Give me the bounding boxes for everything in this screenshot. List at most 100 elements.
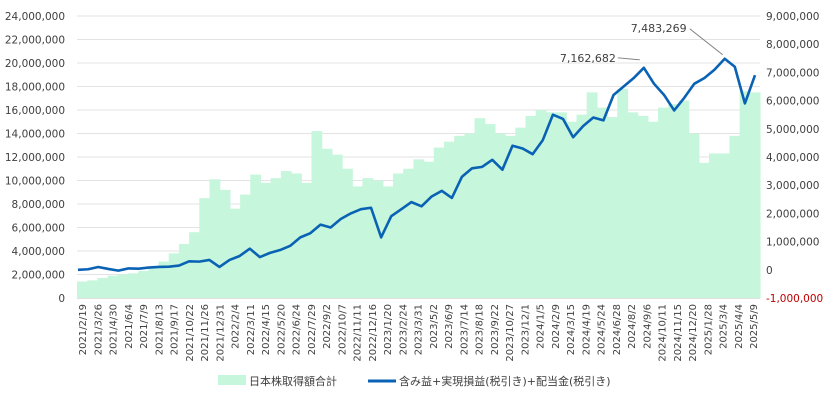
area-bar bbox=[77, 281, 88, 298]
left-axis-ticks: 24,000,000 22,000,000 20,000,000 18,000,000… bbox=[5, 11, 65, 305]
y-left-tick-label: 6,000,000 bbox=[12, 223, 65, 235]
area-bar bbox=[362, 178, 374, 298]
area-bar bbox=[393, 173, 404, 298]
area-bar bbox=[515, 127, 527, 298]
x-tick-label: 2022/11/11 bbox=[353, 304, 364, 362]
x-tick-label: 2023/5/2 bbox=[429, 304, 440, 349]
x-tick-label: 2021/8/13 bbox=[154, 304, 165, 355]
area-bar bbox=[566, 121, 578, 298]
area-bar bbox=[474, 118, 486, 298]
area-bar bbox=[291, 173, 302, 298]
area-bar bbox=[749, 92, 761, 298]
legend-label-line: 含み益+実現損益(税引き)+配当金(税引き) bbox=[399, 374, 611, 388]
x-tick-label: 2023/10/27 bbox=[505, 304, 516, 362]
area-bar bbox=[260, 182, 272, 298]
y-right-tick-label: 7,000,000 bbox=[766, 67, 819, 79]
area-bar bbox=[668, 104, 680, 298]
x-tick-label: 2022/9/2 bbox=[322, 304, 333, 349]
area-bar bbox=[270, 178, 282, 298]
x-tick-label: 2022/12/16 bbox=[368, 304, 379, 362]
legend: 日本株取得額合計 含み益+実現損益(税引き)+配当金(税引き) bbox=[218, 374, 611, 388]
area-bar bbox=[494, 133, 506, 298]
y-right-tick-label: 3,000,000 bbox=[766, 180, 819, 192]
area-bar bbox=[545, 112, 557, 298]
x-tick-label: 2024/5/24 bbox=[597, 304, 608, 355]
x-tick-label: 2024/8/2 bbox=[627, 304, 638, 349]
area-bar bbox=[250, 174, 262, 298]
area-bar bbox=[464, 133, 476, 298]
area-bar bbox=[107, 275, 119, 298]
area-bar bbox=[647, 121, 659, 298]
x-tick-label: 2024/1/5 bbox=[536, 304, 547, 349]
area-bar bbox=[199, 198, 211, 298]
y-left-tick-label: 14,000,000 bbox=[5, 129, 65, 141]
area-bar bbox=[148, 267, 160, 298]
x-tick-label: 2024/6/28 bbox=[612, 304, 623, 355]
y-left-tick-label: 24,000,000 bbox=[5, 11, 65, 23]
x-tick-label: 2023/8/18 bbox=[475, 304, 486, 355]
profit-line-series bbox=[77, 57, 757, 272]
y-right-tick-label: 8,000,000 bbox=[766, 39, 819, 51]
area-bar bbox=[729, 135, 741, 298]
x-tick-label: 2021/12/31 bbox=[215, 304, 226, 362]
x-axis-ticks: 2021/2/19 2021/3/26 2021/4/30 2021/6/4 2021/… bbox=[78, 304, 760, 362]
annotations: 7,162,682 7,483,269 bbox=[560, 22, 723, 65]
area-bar bbox=[658, 107, 669, 299]
x-tick-label: 2024/4/19 bbox=[581, 304, 592, 355]
x-tick-label: 2021/2/19 bbox=[78, 304, 89, 355]
area-bar bbox=[342, 168, 353, 298]
area-bar bbox=[698, 162, 710, 298]
x-tick-label: 2023/3/31 bbox=[414, 304, 425, 355]
area-bar bbox=[178, 243, 190, 298]
x-tick-label: 2023/1/20 bbox=[383, 304, 394, 355]
area-bar bbox=[138, 270, 149, 298]
x-tick-label: 2023/9/22 bbox=[490, 304, 501, 355]
x-tick-label: 2024/3/15 bbox=[566, 304, 577, 355]
x-tick-label: 2023/7/14 bbox=[459, 304, 470, 355]
area-bar bbox=[331, 154, 343, 298]
x-tick-label: 2024/12/20 bbox=[688, 304, 699, 362]
x-tick-label: 2022/10/7 bbox=[337, 304, 348, 355]
area-bar bbox=[189, 232, 200, 298]
area-bar bbox=[158, 261, 170, 298]
y-left-tick-label: 8,000,000 bbox=[12, 199, 65, 211]
x-tick-label: 2025/5/9 bbox=[749, 304, 760, 349]
area-bar bbox=[127, 273, 139, 298]
x-tick-label: 2021/7/9 bbox=[139, 304, 150, 349]
y-left-tick-label: 0 bbox=[58, 293, 65, 305]
x-tick-label: 2025/4/4 bbox=[734, 304, 745, 349]
legend-swatch-area bbox=[218, 375, 246, 385]
area-bar bbox=[637, 115, 649, 298]
area-bar bbox=[709, 153, 720, 298]
area-bar bbox=[321, 148, 333, 298]
area-bar bbox=[413, 159, 425, 298]
area-bar bbox=[607, 117, 618, 298]
x-tick-label: 2022/7/29 bbox=[307, 304, 318, 355]
acquisition-area-series bbox=[77, 88, 761, 299]
area-bar bbox=[97, 278, 109, 298]
area-bar bbox=[372, 180, 384, 298]
x-tick-label: 2021/3/26 bbox=[93, 304, 104, 355]
area-bar bbox=[403, 168, 415, 298]
y-right-tick-label: 5,000,000 bbox=[766, 124, 819, 136]
x-tick-label: 2021/4/30 bbox=[109, 304, 120, 355]
profit-line bbox=[77, 57, 757, 272]
x-tick-label: 2024/10/11 bbox=[658, 304, 669, 362]
x-tick-label: 2021/9/17 bbox=[170, 304, 181, 355]
area-bar bbox=[535, 110, 547, 298]
area-bar bbox=[443, 141, 455, 298]
y-right-tick-label: 4,000,000 bbox=[766, 152, 819, 164]
area-bar bbox=[739, 91, 751, 298]
y-right-tick-label: 0 bbox=[766, 265, 773, 277]
y-left-tick-label: 18,000,000 bbox=[5, 82, 65, 94]
y-left-tick-label: 12,000,000 bbox=[5, 152, 65, 164]
area-bar bbox=[576, 114, 588, 298]
area-bar bbox=[505, 135, 516, 298]
x-tick-label: 2023/12/1 bbox=[520, 304, 531, 355]
area-bar bbox=[678, 100, 690, 298]
area-bar bbox=[525, 115, 537, 298]
y-right-tick-label: 9,000,000 bbox=[766, 11, 819, 23]
area-bar bbox=[596, 107, 608, 299]
x-tick-label: 2021/6/4 bbox=[124, 304, 135, 349]
